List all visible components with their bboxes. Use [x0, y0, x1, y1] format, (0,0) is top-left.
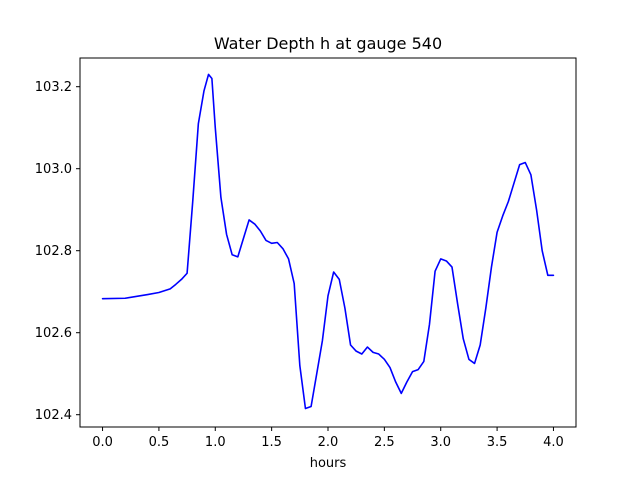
- x-tick-label: 3.5: [487, 435, 508, 450]
- x-tick-label: 3.0: [430, 435, 451, 450]
- y-tick-label: 102.8: [35, 244, 72, 259]
- x-tick-label: 2.0: [318, 435, 339, 450]
- x-tick-label: 1.5: [261, 435, 282, 450]
- y-tick-label: 102.4: [35, 408, 72, 423]
- x-tick-label: 1.0: [205, 435, 226, 450]
- x-tick-label: 0.5: [149, 435, 170, 450]
- plot-area: 0.0 0.5 1.0 1.5 2.0 2.5 3.0 3.5 4.0 102.4 102.6 102…: [35, 57, 577, 450]
- x-axis-label: hours: [310, 456, 347, 471]
- x-tick-label: 0.0: [92, 435, 113, 450]
- y-tick-label: 103.2: [35, 80, 72, 95]
- y-tick-label: 102.6: [35, 326, 72, 341]
- x-tick-label: 2.5: [374, 435, 395, 450]
- x-tick-label: 4.0: [543, 435, 564, 450]
- series-line-1: [101, 73, 555, 410]
- chart-title: Water Depth h at gauge 540: [214, 34, 442, 53]
- y-tick-label: 103.0: [35, 162, 72, 177]
